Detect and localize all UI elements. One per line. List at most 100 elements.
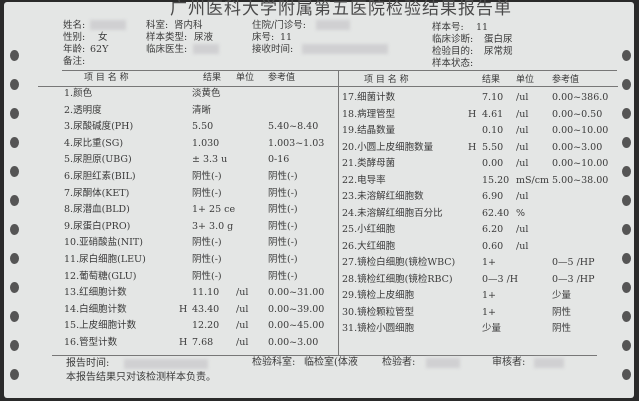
row-flag: H [468, 141, 477, 153]
row-ref: 5.00~38.00 [552, 174, 609, 186]
row-name: 30.镜检颗粒管型 [342, 306, 415, 318]
diagnosis-value: 蛋白尿 [484, 34, 513, 45]
row-ref: 阴性(-) [268, 237, 298, 249]
sample-type-value: 尿液 [194, 32, 214, 43]
col-header-ref-left: 参考值 [268, 73, 296, 83]
redacted-reviewer [534, 358, 564, 368]
row-unit: /ul [516, 158, 529, 169]
row-ref: 阴性(-) [268, 270, 298, 282]
row-ref: 0.00~3.00 [552, 141, 603, 153]
disclaimer: 本报告结果只对该检测样本负责。 [66, 372, 216, 383]
bed-value: 11 [280, 32, 293, 43]
row-flag: H [468, 108, 477, 120]
row-name: 25.小红细胞 [342, 224, 396, 235]
perforation-hole [622, 369, 631, 380]
row-ref: 1.003~1.03 [268, 137, 325, 149]
row-result: 少量 [482, 323, 502, 334]
row-ref: 0—3 /HP [552, 273, 595, 285]
row-ref: 0.00~386.0 [552, 92, 609, 103]
row-ref: 0.00~31.00 [268, 287, 325, 299]
row-name: 17.细菌计数 [342, 92, 396, 103]
row-result: 62.40 [482, 207, 510, 219]
perforation-hole [622, 50, 631, 61]
row-unit: /ul [516, 240, 529, 252]
row-unit: /ul [516, 224, 529, 235]
row-unit: /ul [236, 337, 249, 348]
perforation-hole [10, 369, 19, 380]
table-top-rule [62, 70, 617, 71]
col-header-unit-right: 单位 [516, 75, 535, 85]
row-result: 1+ [482, 290, 497, 301]
row-unit: /ul [236, 287, 249, 299]
row-flag: H [179, 303, 188, 315]
row-result: 0.00 [482, 158, 504, 169]
row-result: 7.10 [482, 92, 504, 103]
row-name: 28.镜检红细胞(镜检RBC) [342, 273, 453, 285]
row-ref: 少量 [552, 290, 572, 301]
sample-type-label: 样本类型: [146, 32, 188, 43]
row-name: 15.上皮细胞计数 [64, 320, 137, 332]
row-unit: /ul [516, 141, 529, 153]
row-ref: 阴性(-) [268, 254, 298, 265]
row-result: 3+ 3.0 g [192, 220, 234, 232]
row-ref: 5.40~8.40 [268, 121, 319, 133]
lab-report-paper [4, 2, 634, 398]
redacted-doctor [193, 44, 219, 54]
row-name: 4.尿比重(SG) [64, 137, 124, 149]
row-unit: /ul [516, 92, 529, 103]
row-result: 阴性(-) [192, 270, 222, 282]
row-ref: 0.00~0.50 [552, 108, 603, 120]
row-ref: 0-16 [268, 154, 290, 166]
name-label: 姓名: [63, 20, 86, 31]
row-name: 31.镜检小圆细胞 [342, 323, 415, 334]
row-name: 14.白细胞计数 [64, 303, 127, 315]
row-unit: % [516, 207, 526, 219]
gender-value: 女 [98, 32, 108, 43]
perforation-hole [622, 108, 631, 119]
perforation-hole [10, 224, 19, 235]
row-ref: 0.00~39.00 [268, 303, 325, 315]
col-header-name-left: 项 目 名 称 [84, 73, 129, 83]
doctor-label: 临床医生: [146, 44, 188, 55]
row-unit: /ul [516, 191, 529, 202]
row-ref: 0.00~10.00 [552, 158, 609, 169]
col-header-ref-right: 参考值 [552, 75, 580, 85]
row-name: 21.类酵母菌 [342, 158, 396, 169]
row-ref: 阴性(-) [268, 220, 298, 232]
row-result: 7.68 [192, 337, 214, 348]
perforation-hole [622, 166, 631, 177]
row-result: 6.90 [482, 191, 504, 202]
col-header-unit-left: 单位 [236, 73, 255, 83]
row-name: 12.葡萄糖(GLU) [64, 270, 137, 282]
redacted-tester [426, 358, 460, 368]
table-divider [338, 70, 339, 355]
row-unit: /ul [236, 303, 249, 315]
row-result: 1+ [482, 306, 497, 318]
perforation-hole [622, 253, 631, 264]
row-unit: mS/cm [516, 174, 550, 186]
row-ref: 阴性(-) [268, 171, 298, 182]
row-result: 1+ [482, 257, 497, 268]
perforation-hole [10, 108, 19, 119]
row-result: 6.20 [482, 224, 504, 235]
row-result: 0.10 [482, 125, 504, 136]
row-name: 23.未溶解红细胞数 [342, 191, 424, 202]
row-result: 阴性(-) [192, 187, 222, 199]
row-result: ± 3.3 u [192, 154, 228, 166]
perforation-hole [622, 224, 631, 235]
redacted-name [90, 20, 126, 30]
redacted-patient-no [316, 20, 350, 30]
row-ref: 阴性(-) [268, 187, 298, 199]
perforation-hole [10, 253, 19, 264]
purpose-value: 尿常规 [484, 46, 513, 57]
row-name: 22.电导率 [342, 174, 386, 186]
perforation-hole [622, 340, 631, 351]
row-name: 7.尿酮体(KET) [64, 187, 130, 199]
sample-no-label: 样本号: [432, 22, 464, 33]
dept-value: 肾内科 [174, 20, 203, 31]
col-header-result-right: 结果 [482, 75, 501, 85]
row-result: 1+ 25 ce [192, 204, 236, 216]
row-name: 8.尿潜血(BLD) [64, 204, 130, 216]
perforation-hole [10, 79, 19, 90]
sample-no-value: 11 [476, 22, 489, 33]
